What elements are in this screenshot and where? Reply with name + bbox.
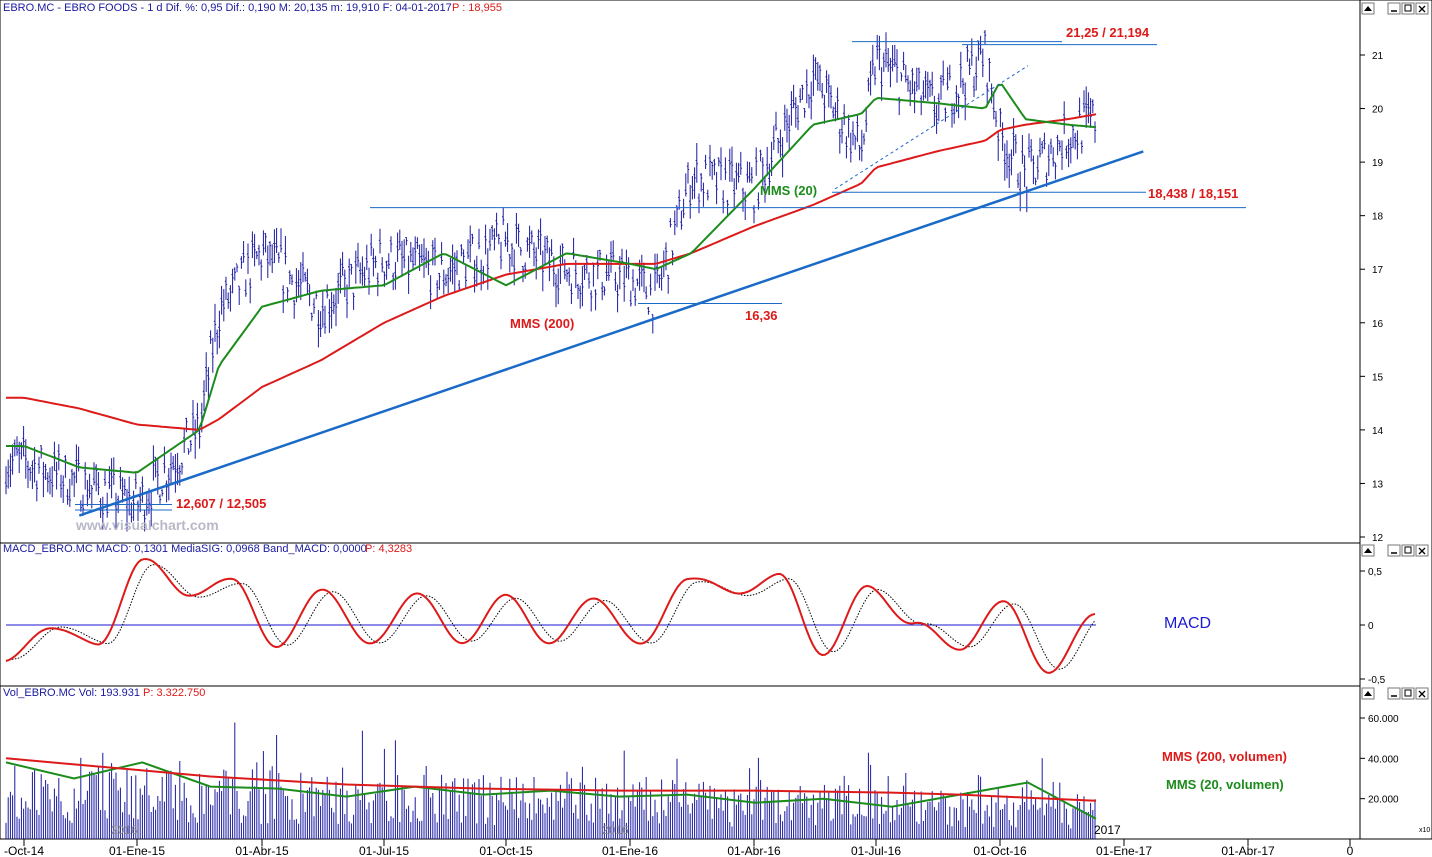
macd-line: [5, 558, 1096, 674]
dashed-trendline: [834, 65, 1029, 190]
volume-close-button[interactable]: [1415, 687, 1429, 700]
price-panel-last: P : 18,955: [452, 2, 502, 14]
close-icon: [1418, 547, 1426, 555]
label-mms20: MMS (20): [760, 183, 817, 198]
x-tick-label: -Oct-14: [4, 844, 44, 857]
volume-y-tick-label: 40.000: [1368, 754, 1399, 765]
x-tick-label: 01-Oct-16: [973, 844, 1027, 857]
label-mms200: MMS (200): [510, 316, 574, 331]
price-y-tick-label: 15: [1372, 372, 1384, 383]
price-lines: [6, 41, 1246, 517]
macd-label: MACD: [1164, 615, 1211, 632]
macd-panel: [0, 542, 1361, 687]
volume-y-tick-label: 20.000: [1368, 795, 1399, 806]
price-panel: [0, 0, 1361, 544]
volume-minimize-button[interactable]: [1387, 687, 1401, 700]
maximize-icon: [1404, 546, 1412, 554]
price-y-tick-label: 20: [1372, 105, 1384, 116]
price-maximize-button[interactable]: [1401, 2, 1415, 15]
year-marker-2016b: 2016: [602, 823, 629, 837]
triangle-up-icon: [1364, 548, 1372, 553]
volume-maximize-button[interactable]: [1401, 687, 1415, 700]
label-mms200-volume: MMS (200, volumen): [1162, 749, 1287, 764]
annotation-low-jan16: 16,36: [745, 308, 778, 323]
x-tick-label: 01-Jul-15: [359, 844, 409, 857]
triangle-up-icon: [1364, 6, 1372, 11]
maximize-icon: [1404, 4, 1412, 12]
year-marker-2016: 2016: [111, 823, 138, 837]
price-scroll-up-button[interactable]: [1361, 2, 1375, 15]
mms200-line: [6, 113, 1097, 431]
trendline: [78, 150, 1144, 517]
macd-minimize-button[interactable]: [1387, 544, 1401, 557]
volume-mms200-line: [5, 757, 1097, 802]
volume-y-tick-label: 60.000: [1368, 714, 1399, 725]
volume-scroll-up-button[interactable]: [1361, 687, 1375, 700]
price-panel-buttons: [1361, 2, 1429, 15]
annotation-start-low: 12,607 / 12,505: [176, 496, 266, 511]
x-tick-label: 01-Jul-16: [851, 844, 901, 857]
price-y-tick-label: 14: [1372, 426, 1384, 437]
macd-y-tick-label: 0,5: [1368, 567, 1382, 578]
volume-scale-label: x10: [1419, 827, 1430, 834]
macd-panel-last: P: 4,3283: [365, 543, 412, 555]
year-marker-2017: 2017: [1094, 823, 1121, 837]
annotation-resistance: 21,25 / 21,194: [1066, 25, 1150, 40]
volume-panel: [0, 685, 1361, 840]
macd-close-button[interactable]: [1415, 544, 1429, 557]
macd-maximize-button[interactable]: [1401, 544, 1415, 557]
macd-series: [5, 558, 1096, 674]
x-tick-label: 0: [1347, 844, 1354, 857]
price-y-tick-label: 21: [1372, 51, 1384, 62]
macd-signal-line: [5, 564, 1096, 670]
volume-lines: [5, 757, 1097, 820]
close-icon: [1418, 5, 1426, 13]
x-tick-label: 01-Oct-15: [479, 844, 533, 857]
macd-panel-title: MACD_EBRO.MC MACD: 0,1301 MediaSIG: 0,09…: [3, 543, 367, 555]
x-tick-label: 01-Ene-16: [602, 844, 658, 857]
price-bars: [4, 30, 1097, 532]
mms20-line: [6, 83, 1097, 474]
annotation-support: 18,438 / 18,151: [1148, 186, 1238, 201]
x-tick-label: 01-Ene-17: [1096, 844, 1152, 857]
price-close-button[interactable]: [1415, 2, 1429, 15]
volume-panel-last: P: 3.322.750: [143, 687, 205, 699]
volume-panel-buttons: [1361, 687, 1429, 700]
volume-panel-title: Vol_EBRO.MC Vol: 193.931: [3, 687, 140, 699]
price-y-tick-label: 12: [1372, 533, 1384, 544]
x-tick-label: 01-Abr-17: [1221, 844, 1275, 857]
price-minimize-button[interactable]: [1387, 2, 1401, 15]
triangle-up-icon: [1364, 691, 1372, 696]
price-y-tick-label: 16: [1372, 319, 1384, 330]
x-tick-label: 01-Abr-15: [235, 844, 289, 857]
macd-y-tick-label: -0,5: [1368, 675, 1386, 686]
close-icon: [1418, 690, 1426, 698]
macd-panel-buttons: [1361, 544, 1429, 557]
price-y-tick-label: 13: [1372, 479, 1384, 490]
label-mms20-volume: MMS (20, volumen): [1166, 777, 1284, 792]
price-panel-title: EBRO.MC - EBRO FOODS - 1 d Dif. %: 0,95 …: [3, 2, 452, 14]
x-tick-label: 01-Abr-16: [727, 844, 781, 857]
price-y-tick-label: 18: [1372, 212, 1384, 223]
price-y-tick-label: 19: [1372, 158, 1384, 169]
macd-y-tick-label: 0: [1368, 621, 1374, 632]
y-axis-ticks: 21 20 19 18 17 16 15 14 13 12 0,5 0 -0,5 60.000 40.000…: [1360, 51, 1399, 806]
x-axis-ticks: -Oct-14 01-Ene-15 01-Abr-15 01-Jul-15 01-Oct…: [4, 839, 1354, 857]
macd-scroll-up-button[interactable]: [1361, 544, 1375, 557]
x-tick-label: 01-Ene-15: [109, 844, 165, 857]
watermark: www.visualchart.com: [75, 517, 219, 533]
maximize-icon: [1404, 689, 1412, 697]
price-y-tick-label: 17: [1372, 265, 1384, 276]
